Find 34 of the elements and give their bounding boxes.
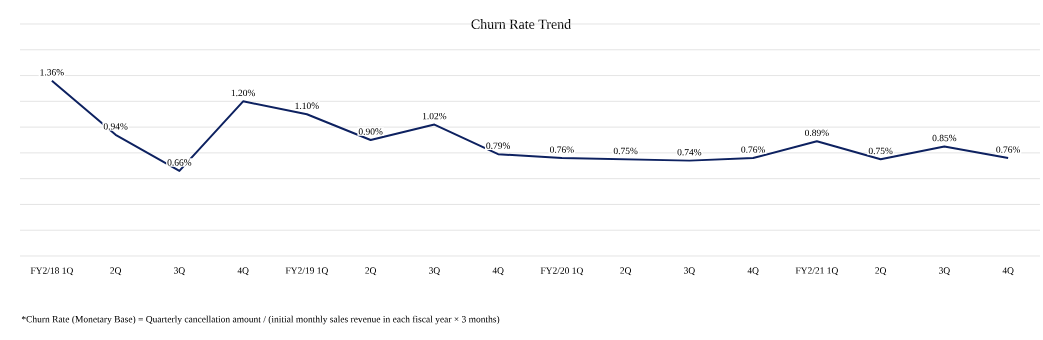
data-label: 0.66% (167, 159, 192, 166)
data-label: 1.36% (40, 69, 64, 76)
data-label: 0.94% (103, 123, 128, 130)
x-tick-label: 3Q (939, 267, 950, 276)
x-tick-label: 3Q (684, 267, 695, 276)
x-tick-label: 4Q (237, 267, 249, 276)
data-label: 0.74% (677, 148, 702, 156)
x-tick-label: 3Q (429, 267, 440, 276)
text: *Churn Rate (Monetary Base) = Quarterly cancellation amount / (initial monthly sales revenue in each fiscal year × 3 months) (21, 315, 500, 325)
data-label: 0.90% (358, 128, 383, 135)
x-tick-label: 2Q (110, 267, 122, 276)
x-tick-label: 2Q (365, 267, 377, 276)
x-tick-label: FY2/19 1Q (285, 267, 329, 276)
data-label: 0.76% (741, 146, 766, 153)
data-label: 0.75% (868, 147, 893, 155)
data-label: 0.76% (996, 146, 1021, 153)
x-tick-label: 3Q (174, 267, 185, 276)
data-label: 1.10% (295, 102, 319, 110)
x-tick-label: FY2/20 1Q (540, 267, 584, 276)
data-label: 0.89% (805, 129, 829, 137)
chart-title: Churn Rate Trend (471, 19, 571, 29)
x-tick-label: 2Q (620, 267, 632, 276)
data-label: 1.20% (231, 89, 256, 97)
x-tick-label: 4Q (747, 267, 759, 276)
x-tick-label: 2Q (875, 267, 887, 276)
x-tick-label: FY2/21 1Q (795, 267, 839, 276)
x-tick-label: 4Q (1002, 267, 1014, 276)
data-label: 0.76% (550, 146, 574, 153)
data-label: 0.75% (613, 147, 638, 155)
x-tick-label: FY2/18 1Q (30, 267, 74, 276)
x-tick-label: 4Q (492, 267, 504, 276)
data-label: 1.02% (422, 112, 447, 120)
data-label: 0.79% (486, 142, 511, 149)
data-label: 0.85% (932, 134, 957, 142)
